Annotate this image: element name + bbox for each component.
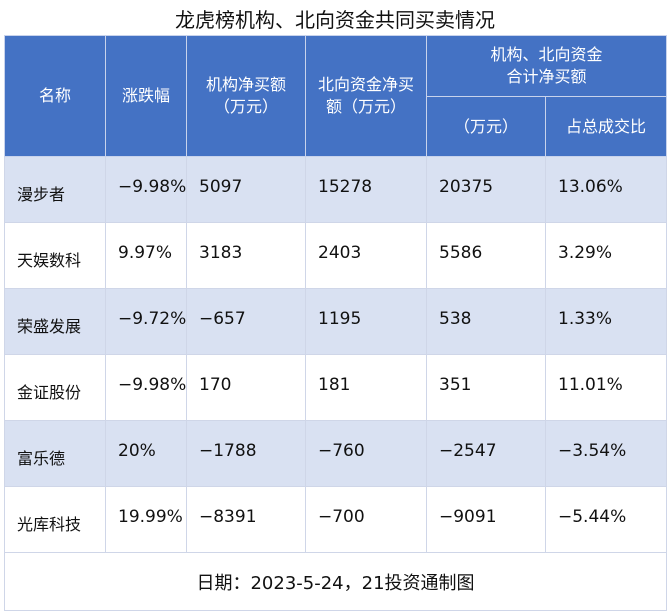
cell-combined: −2547: [426, 420, 546, 487]
cell-name: 荣盛发展: [4, 288, 106, 355]
cell-combined: 20375: [426, 156, 546, 223]
cell-combined: 5586: [426, 222, 546, 289]
cell-change: 20%: [105, 420, 187, 487]
cell-north-net: −760: [305, 420, 427, 487]
cell-ratio: 13.06%: [544, 156, 668, 223]
cell-inst-net: 170: [186, 354, 306, 421]
cell-ratio: −3.54%: [544, 420, 668, 487]
cell-name: 漫步者: [4, 156, 106, 223]
cell-combined: 351: [426, 354, 546, 421]
table-row: 金证股份 −9.98% 170 181 351 11.01%: [4, 354, 668, 421]
cell-ratio: −5.44%: [544, 486, 668, 553]
header-ratio: 占总成交比: [544, 96, 668, 157]
header-change: 涨跌幅: [105, 35, 187, 157]
table-row: 荣盛发展 −9.72% −657 1195 538 1.33%: [4, 288, 668, 355]
cell-name: 天娱数科: [4, 222, 106, 289]
cell-inst-net: 5097: [186, 156, 306, 223]
footer-caption: 日期：2023-5-24，21投资通制图: [3, 552, 668, 611]
table-row: 天娱数科 9.97% 3183 2403 5586 3.29%: [4, 222, 668, 289]
cell-ratio: 3.29%: [544, 222, 668, 289]
cell-change: 19.99%: [105, 486, 187, 553]
cell-name: 富乐德: [4, 420, 106, 487]
cell-north-net: 181: [305, 354, 427, 421]
table-row: 富乐德 20% −1788 −760 −2547 −3.54%: [4, 420, 668, 487]
cell-inst-net: 3183: [186, 222, 306, 289]
cell-combined: 538: [426, 288, 546, 355]
cell-name: 金证股份: [4, 354, 106, 421]
cell-north-net: 15278: [305, 156, 427, 223]
cell-change: −9.98%: [105, 156, 187, 223]
cell-inst-net: −657: [186, 288, 306, 355]
header-name: 名称: [4, 35, 106, 157]
table-row: 漫步者 −9.98% 5097 15278 20375 13.06%: [4, 156, 668, 223]
header-north-net: 北向资金净买 额（万元）: [305, 35, 427, 157]
data-table: 名称 涨跌幅 机构净买额 （万元） 北向资金净买 额（万元） 机构、北向资金 合…: [3, 35, 668, 611]
cell-ratio: 11.01%: [544, 354, 668, 421]
cell-north-net: −700: [305, 486, 427, 553]
cell-north-net: 1195: [305, 288, 427, 355]
cell-change: −9.98%: [105, 354, 187, 421]
cell-inst-net: −8391: [186, 486, 306, 553]
cell-north-net: 2403: [305, 222, 427, 289]
table-title: 龙虎榜机构、北向资金共同买卖情况: [175, 8, 495, 32]
header-combined-group: 机构、北向资金 合计净买额: [425, 35, 668, 97]
header-combined-amount: （万元）: [426, 96, 546, 157]
cell-inst-net: −1788: [186, 420, 306, 487]
cell-name: 光库科技: [4, 486, 106, 553]
header-inst-net: 机构净买额 （万元）: [186, 35, 306, 157]
cell-ratio: 1.33%: [544, 288, 668, 355]
cell-combined: −9091: [426, 486, 546, 553]
cell-change: 9.97%: [105, 222, 187, 289]
cell-change: −9.72%: [105, 288, 187, 355]
table-row: 光库科技 19.99% −8391 −700 −9091 −5.44%: [4, 486, 668, 553]
